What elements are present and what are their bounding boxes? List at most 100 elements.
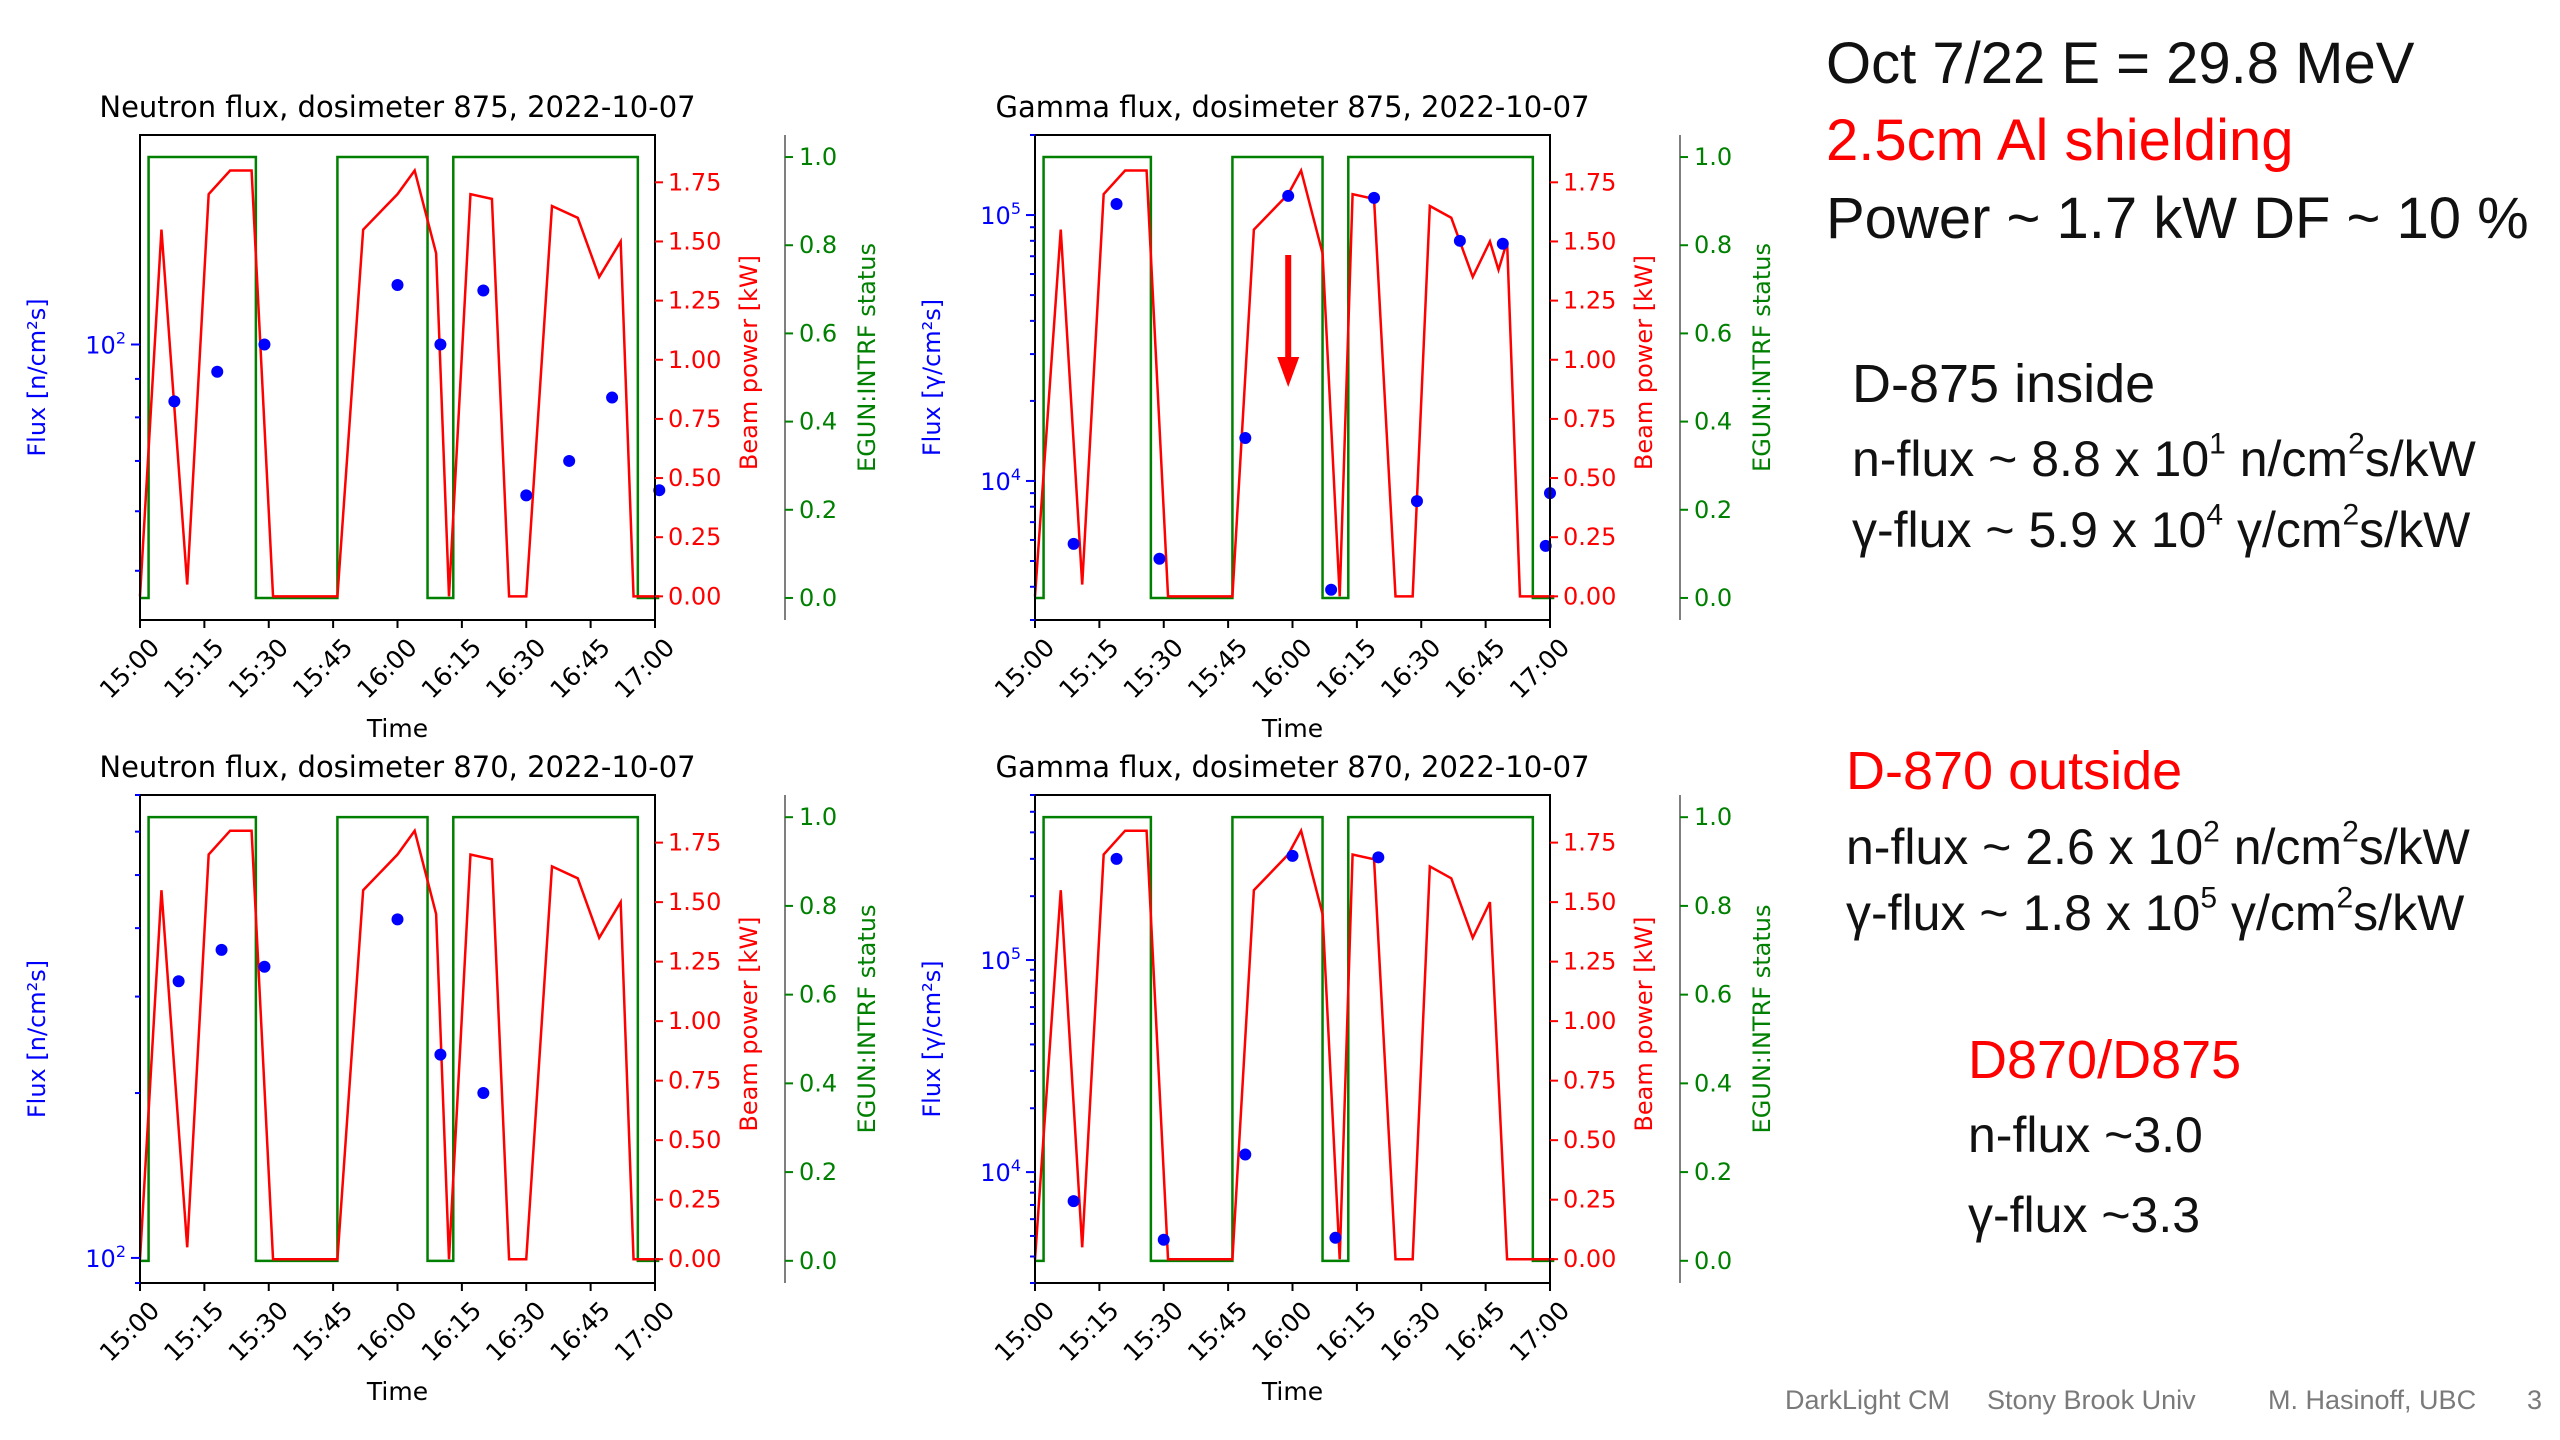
flux-point bbox=[172, 975, 185, 988]
y-status-tick-label: 0.6 bbox=[1694, 319, 1732, 347]
flux-point bbox=[1110, 198, 1123, 211]
y-status-tick-label: 0.0 bbox=[799, 1247, 837, 1275]
status-line bbox=[1035, 155, 1555, 600]
y-power-tick-label: 1.75 bbox=[1563, 829, 1616, 857]
ratio-n-flux: n-flux ~3.0 bbox=[1968, 1107, 2203, 1163]
x-tick-label: 15:00 bbox=[989, 1296, 1060, 1367]
flux-point bbox=[1239, 1148, 1252, 1161]
y-power-tick-label: 1.25 bbox=[668, 948, 721, 976]
y-status-tick-label: 0.4 bbox=[799, 1069, 837, 1097]
y-status-tick-label: 0.8 bbox=[1694, 892, 1732, 920]
y-status-tick-label: 0.6 bbox=[1694, 981, 1732, 1009]
x-tick-label: 16:45 bbox=[1439, 633, 1510, 704]
y-status-tick-label: 0.4 bbox=[799, 408, 837, 436]
x-tick-label: 16:30 bbox=[480, 633, 551, 704]
x-tick-label: 15:00 bbox=[94, 633, 165, 704]
flux-point bbox=[168, 395, 181, 408]
flux-point bbox=[1368, 191, 1381, 204]
y-power-tick-label: 1.25 bbox=[1563, 948, 1616, 976]
flux-point bbox=[1153, 552, 1166, 565]
y-power-tick-label: 1.75 bbox=[1563, 168, 1616, 196]
y-power-tick-label: 0.50 bbox=[1563, 1126, 1616, 1154]
x-tick-label: 15:45 bbox=[287, 1296, 358, 1367]
y-power-tick-label: 0.25 bbox=[668, 1186, 721, 1214]
footer-event: DarkLight CM bbox=[1785, 1385, 1951, 1415]
y-power-tick-label: 1.00 bbox=[668, 1007, 721, 1035]
y-status-tick-label: 0.8 bbox=[799, 892, 837, 920]
chart-4: Gamma flux, dosimeter 870, 2022-10-07 15:… bbox=[918, 750, 1776, 1406]
x-tick-label: 16:45 bbox=[1439, 1296, 1510, 1367]
y-left-axis-label: Flux [γ/cm²s] bbox=[918, 299, 946, 456]
y-status-tick-label: 0.0 bbox=[799, 584, 837, 612]
x-tick-label: 15:15 bbox=[158, 1296, 229, 1367]
annotation-arrow-head bbox=[1277, 357, 1300, 387]
y-power-axis-label: Beam power [kW] bbox=[1630, 255, 1658, 470]
flux-point bbox=[1496, 237, 1509, 250]
y-power-tick-label: 0.25 bbox=[668, 523, 721, 551]
footer-page-number: 3 bbox=[2527, 1385, 2543, 1415]
y-status-tick-label: 0.8 bbox=[799, 231, 837, 259]
y-left-tick-label: 104 bbox=[980, 1156, 1021, 1187]
y-status-tick-label: 0.6 bbox=[799, 981, 837, 1009]
chart-title: Neutron flux, dosimeter 870, 2022-10-07 bbox=[99, 750, 695, 784]
status-line bbox=[140, 815, 660, 1263]
flux-point bbox=[1282, 189, 1295, 202]
y-left-axis-label: Flux [γ/cm²s] bbox=[918, 960, 946, 1117]
x-tick-label: 15:15 bbox=[158, 633, 229, 704]
y-power-tick-label: 1.00 bbox=[1563, 346, 1616, 374]
flux-point bbox=[211, 365, 224, 378]
power-line bbox=[138, 827, 660, 1261]
plot-frame bbox=[1034, 794, 1551, 1284]
y-status-axis-label: EGUN:INTRF status bbox=[853, 243, 881, 472]
y-left-axis-label: Flux [n/cm²s] bbox=[23, 298, 51, 456]
y-power-tick-label: 0.50 bbox=[668, 1126, 721, 1154]
y-status-tick-label: 0.8 bbox=[1694, 231, 1732, 259]
status-line bbox=[140, 155, 660, 600]
header-power-df: Power ~ 1.7 kW DF ~ 10 % bbox=[1826, 186, 2529, 251]
power-line bbox=[1033, 167, 1555, 598]
y-power-tick-label: 1.00 bbox=[668, 346, 721, 374]
y-left-tick-label: 104 bbox=[980, 465, 1021, 496]
y-power-tick-label: 0.00 bbox=[668, 582, 721, 610]
flux-point bbox=[434, 1048, 447, 1061]
flux-point bbox=[215, 943, 228, 956]
flux-point bbox=[258, 338, 271, 351]
flux-point bbox=[477, 284, 490, 297]
y-power-tick-label: 0.25 bbox=[1563, 523, 1616, 551]
chart-title: Neutron flux, dosimeter 875, 2022-10-07 bbox=[99, 90, 695, 124]
y-power-axis-label: Beam power [kW] bbox=[735, 255, 763, 470]
header-date-energy: Oct 7/22 E = 29.8 MeV bbox=[1826, 31, 2415, 96]
y-power-tick-label: 1.50 bbox=[668, 888, 721, 916]
chart-1: Neutron flux, dosimeter 875, 2022-10-07 1… bbox=[23, 90, 881, 743]
y-power-tick-label: 1.25 bbox=[1563, 287, 1616, 315]
y-status-tick-label: 0.2 bbox=[1694, 496, 1732, 524]
d870-gamma-flux: γ-flux ~ 1.8 x 105 γ/cm2s/kW bbox=[1846, 881, 2465, 941]
plot-frame bbox=[139, 794, 656, 1284]
y-left-tick-label: 102 bbox=[85, 1242, 126, 1273]
y-status-tick-label: 0.0 bbox=[1694, 584, 1732, 612]
y-power-tick-label: 1.75 bbox=[668, 168, 721, 196]
y-power-tick-label: 0.00 bbox=[668, 1245, 721, 1273]
y-power-tick-label: 0.75 bbox=[1563, 405, 1616, 433]
power-line bbox=[138, 167, 660, 598]
flux-point bbox=[606, 391, 619, 404]
y-status-tick-label: 0.2 bbox=[799, 496, 837, 524]
x-tick-label: 17:00 bbox=[1504, 633, 1575, 704]
flux-point bbox=[1539, 539, 1552, 552]
y-power-tick-label: 1.75 bbox=[668, 829, 721, 857]
y-power-tick-label: 0.50 bbox=[668, 464, 721, 492]
x-axis-label: Time bbox=[1261, 1377, 1323, 1406]
y-status-tick-label: 0.4 bbox=[1694, 408, 1732, 436]
x-tick-label: 17:00 bbox=[609, 1296, 680, 1367]
x-tick-label: 16:00 bbox=[351, 633, 422, 704]
y-status-tick-label: 0.4 bbox=[1694, 1069, 1732, 1097]
x-tick-label: 15:30 bbox=[223, 633, 294, 704]
x-tick-label: 15:15 bbox=[1053, 1296, 1124, 1367]
x-tick-label: 16:15 bbox=[1311, 1296, 1382, 1367]
y-power-tick-label: 0.25 bbox=[1563, 1186, 1616, 1214]
y-power-tick-label: 1.00 bbox=[1563, 1007, 1616, 1035]
y-status-tick-label: 1.0 bbox=[1694, 803, 1732, 831]
y-power-tick-label: 0.50 bbox=[1563, 464, 1616, 492]
x-axis-label: Time bbox=[366, 714, 428, 743]
